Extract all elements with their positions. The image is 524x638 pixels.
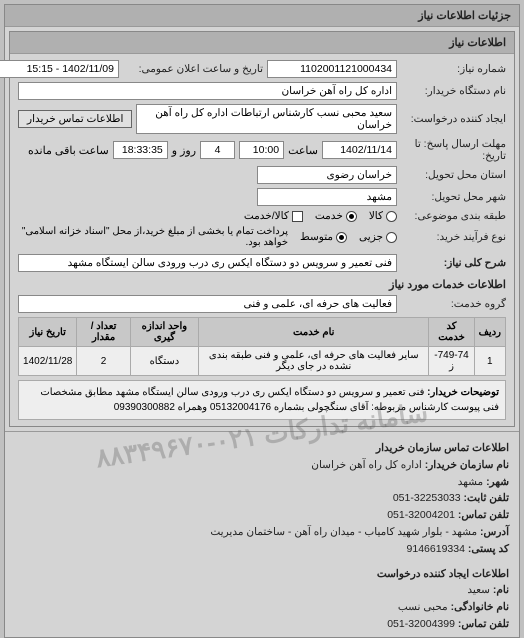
purchase-note: پرداخت تمام یا بخشی از مبلغ خرید،از محل …: [18, 226, 288, 248]
public-date-value: 1402/11/09 - 15:15: [0, 60, 119, 78]
subject-opt-0[interactable]: کالا: [369, 210, 397, 222]
deadline-date: 1402/11/14: [322, 141, 397, 159]
col-1: کد خدمت: [429, 318, 474, 347]
col-5: تاریخ نیاز: [19, 318, 77, 347]
buyer-desc-box: توضیحات خریدار: فنی تعمیر و سرویس دو دست…: [18, 380, 506, 420]
col-4: تعداد / مقدار: [77, 318, 130, 347]
services-title: اطلاعات خدمات مورد نیاز: [18, 278, 506, 291]
buyer-org-label: نام دستگاه خریدار:: [401, 85, 506, 97]
need-title-label: شرح کلی نیاز:: [401, 257, 506, 269]
service-group-value: فعالیت های حرفه ای، علمی و فنی: [18, 295, 397, 313]
info-panel: اطلاعات نیاز شماره نیاز: 110200112100043…: [9, 31, 515, 427]
remain-label: ساعت باقی مانده: [28, 144, 109, 157]
request-no-label: شماره نیاز:: [401, 63, 506, 75]
request-no-value: 1102001121000434: [267, 60, 397, 78]
city-label: شهر محل تحویل:: [401, 191, 506, 203]
service-group-label: گروه خدمت:: [401, 298, 506, 310]
deadline-label: مهلت ارسال پاسخ: تا تاریخ:: [401, 138, 506, 162]
purchase-type-label: نوع فرآیند خرید:: [401, 231, 506, 243]
table-row[interactable]: 1 749-74-ز سایر فعالیت های حرفه ای، علمی…: [19, 347, 506, 376]
details-header: جزئیات اطلاعات نیاز: [5, 5, 519, 27]
days-remain: 4: [200, 141, 235, 159]
subject-type-group: کالا خدمت کالا/خدمت: [244, 210, 397, 222]
col-0: ردیف: [474, 318, 505, 347]
col-2: نام خدمت: [199, 318, 429, 347]
contact-req-title: اطلاعات ایجاد کننده درخواست: [377, 568, 509, 580]
hour-label-1: ساعت: [288, 144, 318, 157]
contact-org-title: اطلاعات تماس سازمان خریدار: [376, 442, 509, 454]
info-header: اطلاعات نیاز: [10, 32, 514, 54]
buyer-desc-label: توضیحات خریدار:: [427, 387, 499, 398]
contact-buyer-button[interactable]: اطلاعات تماس خریدار: [18, 110, 132, 128]
subject-type-label: طبقه بندی موضوعی:: [401, 210, 506, 222]
purchase-opt-1[interactable]: متوسط: [300, 231, 347, 243]
city-value: مشهد: [257, 188, 397, 206]
requester-value: سعید محبی نسب کارشناس ارتباطات اداره کل …: [136, 104, 397, 134]
purchase-type-group: جزیی متوسط: [300, 231, 397, 243]
buyer-org-value: اداره کل راه آهن خراسان: [18, 82, 397, 100]
need-title-value: فنی تعمیر و سرویس دو دستگاه ایکس ری درب …: [18, 254, 397, 272]
contact-requester-section: اطلاعات ایجاد کننده درخواست نام: سعید نا…: [5, 562, 519, 637]
province-value: خراسان رضوی: [257, 166, 397, 184]
time-remain: 18:33:35: [113, 141, 168, 159]
contact-org-section: اطلاعات تماس سازمان خریدار نام سازمان خر…: [5, 436, 519, 562]
services-table: ردیف کد خدمت نام خدمت واحد اندازه گیری ت…: [18, 317, 506, 376]
details-panel: جزئیات اطلاعات نیاز اطلاعات نیاز شماره ن…: [4, 4, 520, 638]
purchase-opt-0[interactable]: جزیی: [359, 231, 397, 243]
public-date-label: تاریخ و ساعت اعلان عمومی:: [123, 63, 263, 75]
province-label: استان محل تحویل:: [401, 169, 506, 181]
col-3: واحد اندازه گیری: [130, 318, 198, 347]
deadline-hour: 10:00: [239, 141, 284, 159]
requester-label: ایجاد کننده درخواست:: [401, 113, 506, 125]
days-label: روز و: [172, 144, 196, 157]
subject-opt-1[interactable]: خدمت: [315, 210, 357, 222]
subject-opt-2[interactable]: کالا/خدمت: [244, 210, 303, 222]
